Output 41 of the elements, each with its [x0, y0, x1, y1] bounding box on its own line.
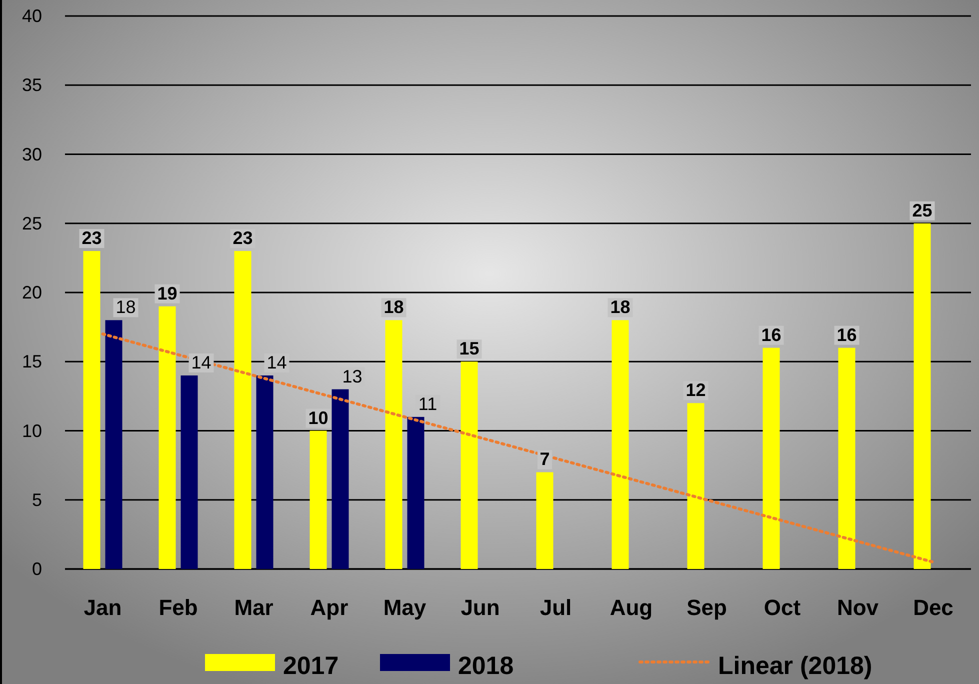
x-tick-label: Jul: [540, 595, 572, 620]
y-tick-label: 25: [22, 213, 42, 234]
data-label: 19: [157, 283, 178, 304]
x-tick-label: May: [383, 595, 427, 620]
y-tick-label: 15: [22, 352, 42, 372]
x-tick-label: Jan: [84, 595, 122, 620]
data-label: 14: [191, 352, 212, 372]
data-label: 16: [761, 324, 782, 345]
data-label: 23: [82, 228, 102, 248]
y-tick-label: 35: [22, 75, 42, 96]
x-tick-label: Nov: [836, 595, 880, 620]
data-label: 23: [232, 228, 253, 248]
y-tick-label: 5: [32, 490, 42, 510]
x-tick-label: Sep: [686, 595, 727, 620]
y-tick-label: 40: [22, 6, 42, 26]
data-label: 13: [342, 366, 362, 386]
data-label: 11: [418, 394, 438, 414]
data-label: 7: [540, 449, 550, 470]
y-tick-label: 0: [32, 559, 42, 579]
y-tick-label: 20: [22, 282, 42, 302]
legend-label: Linear (2018): [718, 652, 872, 680]
data-label: 25: [912, 200, 932, 220]
y-tick-label: 10: [22, 420, 42, 441]
data-label: 18: [116, 297, 136, 318]
data-label: 18: [384, 297, 404, 318]
x-tick-label: Aug: [610, 595, 653, 620]
legend-label: 2018: [458, 652, 514, 680]
x-tick-label: Dec: [913, 595, 954, 620]
y-tick-label: 30: [22, 144, 42, 164]
x-tick-label: Feb: [158, 595, 198, 620]
data-label: 16: [836, 324, 857, 345]
legend-label: 2017: [283, 652, 339, 680]
data-label: 12: [686, 380, 706, 400]
data-label: 15: [459, 338, 480, 359]
data-label: 10: [308, 408, 328, 428]
data-label: 14: [266, 352, 287, 372]
data-label: 18: [610, 297, 630, 318]
x-tick-label: Oct: [764, 595, 802, 620]
x-tick-label: Apr: [310, 595, 349, 620]
x-tick-label: Mar: [234, 595, 274, 620]
x-tick-label: Jun: [460, 595, 500, 620]
